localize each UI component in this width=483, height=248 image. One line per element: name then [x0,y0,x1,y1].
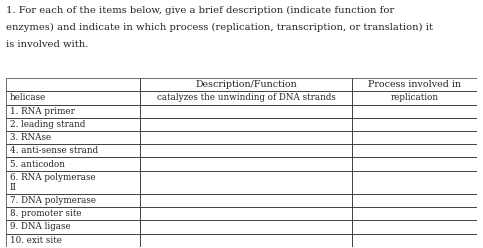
Bar [6,118,140,131]
Text: helicase: helicase [10,93,46,102]
Text: 3. RNAse: 3. RNAse [10,133,51,142]
Text: 10. exit site: 10. exit site [10,236,61,245]
Bar [140,194,352,207]
Bar [6,105,140,118]
Bar [140,234,352,247]
Text: 1. RNA primer: 1. RNA primer [10,107,74,116]
Bar [352,157,477,171]
Bar [140,220,352,234]
Bar [6,220,140,234]
Bar [140,157,352,171]
Bar [352,105,477,118]
Text: 4. anti-sense strand: 4. anti-sense strand [10,146,98,155]
Text: 5. anticodon: 5. anticodon [10,160,65,169]
Text: 2. leading strand: 2. leading strand [10,120,85,129]
Bar [140,207,352,220]
Bar [6,91,140,105]
Bar [352,144,477,157]
Bar [6,144,140,157]
Bar [352,91,477,105]
Text: is involved with.: is involved with. [6,40,88,49]
Bar [140,91,352,105]
Text: 9. DNA ligase: 9. DNA ligase [10,222,70,231]
Bar [352,131,477,144]
Bar [6,157,140,171]
Bar [140,118,352,131]
Bar [352,171,477,194]
Bar [140,131,352,144]
Bar [6,194,140,207]
Text: 8. promoter site: 8. promoter site [10,209,81,218]
Text: enzymes) and indicate in which process (replication, transcription, or translati: enzymes) and indicate in which process (… [6,23,433,32]
Bar [140,78,352,91]
Bar [140,171,352,194]
Bar [6,171,140,194]
Text: 6. RNA polymerase
II: 6. RNA polymerase II [10,173,95,192]
Bar [6,234,140,247]
Bar [352,118,477,131]
Bar [6,207,140,220]
Text: replication: replication [391,93,439,102]
Text: catalyzes the unwinding of DNA strands: catalyzes the unwinding of DNA strands [157,93,336,102]
Bar [140,144,352,157]
Text: Process involved in: Process involved in [368,80,461,89]
Text: 7. DNA polymerase: 7. DNA polymerase [10,196,96,205]
Bar [352,194,477,207]
Bar [140,105,352,118]
Bar [352,78,477,91]
Text: Description/Function: Description/Function [195,80,297,89]
Bar [6,131,140,144]
Bar [6,78,140,91]
Bar [352,207,477,220]
Bar [352,234,477,247]
Bar [352,220,477,234]
Text: 1. For each of the items below, give a brief description (indicate function for: 1. For each of the items below, give a b… [6,6,394,15]
